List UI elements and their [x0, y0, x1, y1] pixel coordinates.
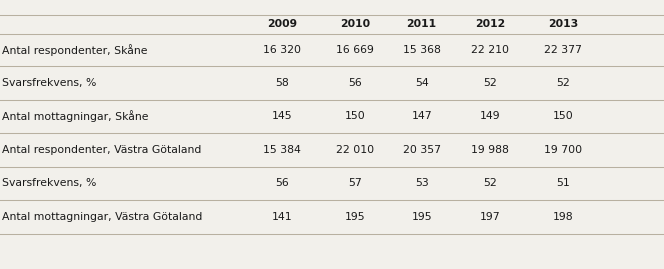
Text: 16 669: 16 669 [336, 45, 374, 55]
Text: 57: 57 [349, 178, 362, 189]
Text: 56: 56 [349, 77, 362, 88]
Text: 2013: 2013 [548, 19, 578, 29]
Text: 195: 195 [345, 212, 366, 222]
Text: 54: 54 [415, 77, 428, 88]
Text: Svarsfrekvens, %: Svarsfrekvens, % [2, 77, 96, 88]
Text: 19 988: 19 988 [471, 145, 509, 155]
Text: 20 357: 20 357 [402, 145, 441, 155]
Text: Antal respondenter, Västra Götaland: Antal respondenter, Västra Götaland [2, 145, 201, 155]
Text: 52: 52 [556, 77, 570, 88]
Text: 19 700: 19 700 [544, 145, 582, 155]
Text: 197: 197 [479, 212, 501, 222]
Text: 56: 56 [276, 178, 289, 189]
Text: 195: 195 [411, 212, 432, 222]
Text: Antal respondenter, Skåne: Antal respondenter, Skåne [2, 44, 147, 56]
Text: 15 368: 15 368 [402, 45, 441, 55]
Text: 147: 147 [411, 111, 432, 121]
Text: 22 010: 22 010 [336, 145, 374, 155]
Text: 150: 150 [345, 111, 366, 121]
Text: Antal mottagningar, Skåne: Antal mottagningar, Skåne [2, 110, 149, 122]
Text: 22 377: 22 377 [544, 45, 582, 55]
Text: 2010: 2010 [340, 19, 371, 29]
Text: 16 320: 16 320 [263, 45, 301, 55]
Text: Svarsfrekvens, %: Svarsfrekvens, % [2, 178, 96, 189]
Text: 145: 145 [272, 111, 293, 121]
Text: 149: 149 [479, 111, 501, 121]
Text: 2011: 2011 [406, 19, 437, 29]
Text: Antal mottagningar, Västra Götaland: Antal mottagningar, Västra Götaland [2, 212, 203, 222]
Text: 15 384: 15 384 [263, 145, 301, 155]
Text: 51: 51 [556, 178, 570, 189]
Text: 52: 52 [483, 178, 497, 189]
Text: 58: 58 [276, 77, 289, 88]
Text: 53: 53 [415, 178, 428, 189]
Text: 22 210: 22 210 [471, 45, 509, 55]
Text: 2009: 2009 [267, 19, 297, 29]
Text: 2012: 2012 [475, 19, 505, 29]
Text: 52: 52 [483, 77, 497, 88]
Text: 198: 198 [552, 212, 574, 222]
Text: 141: 141 [272, 212, 293, 222]
Text: 150: 150 [552, 111, 574, 121]
